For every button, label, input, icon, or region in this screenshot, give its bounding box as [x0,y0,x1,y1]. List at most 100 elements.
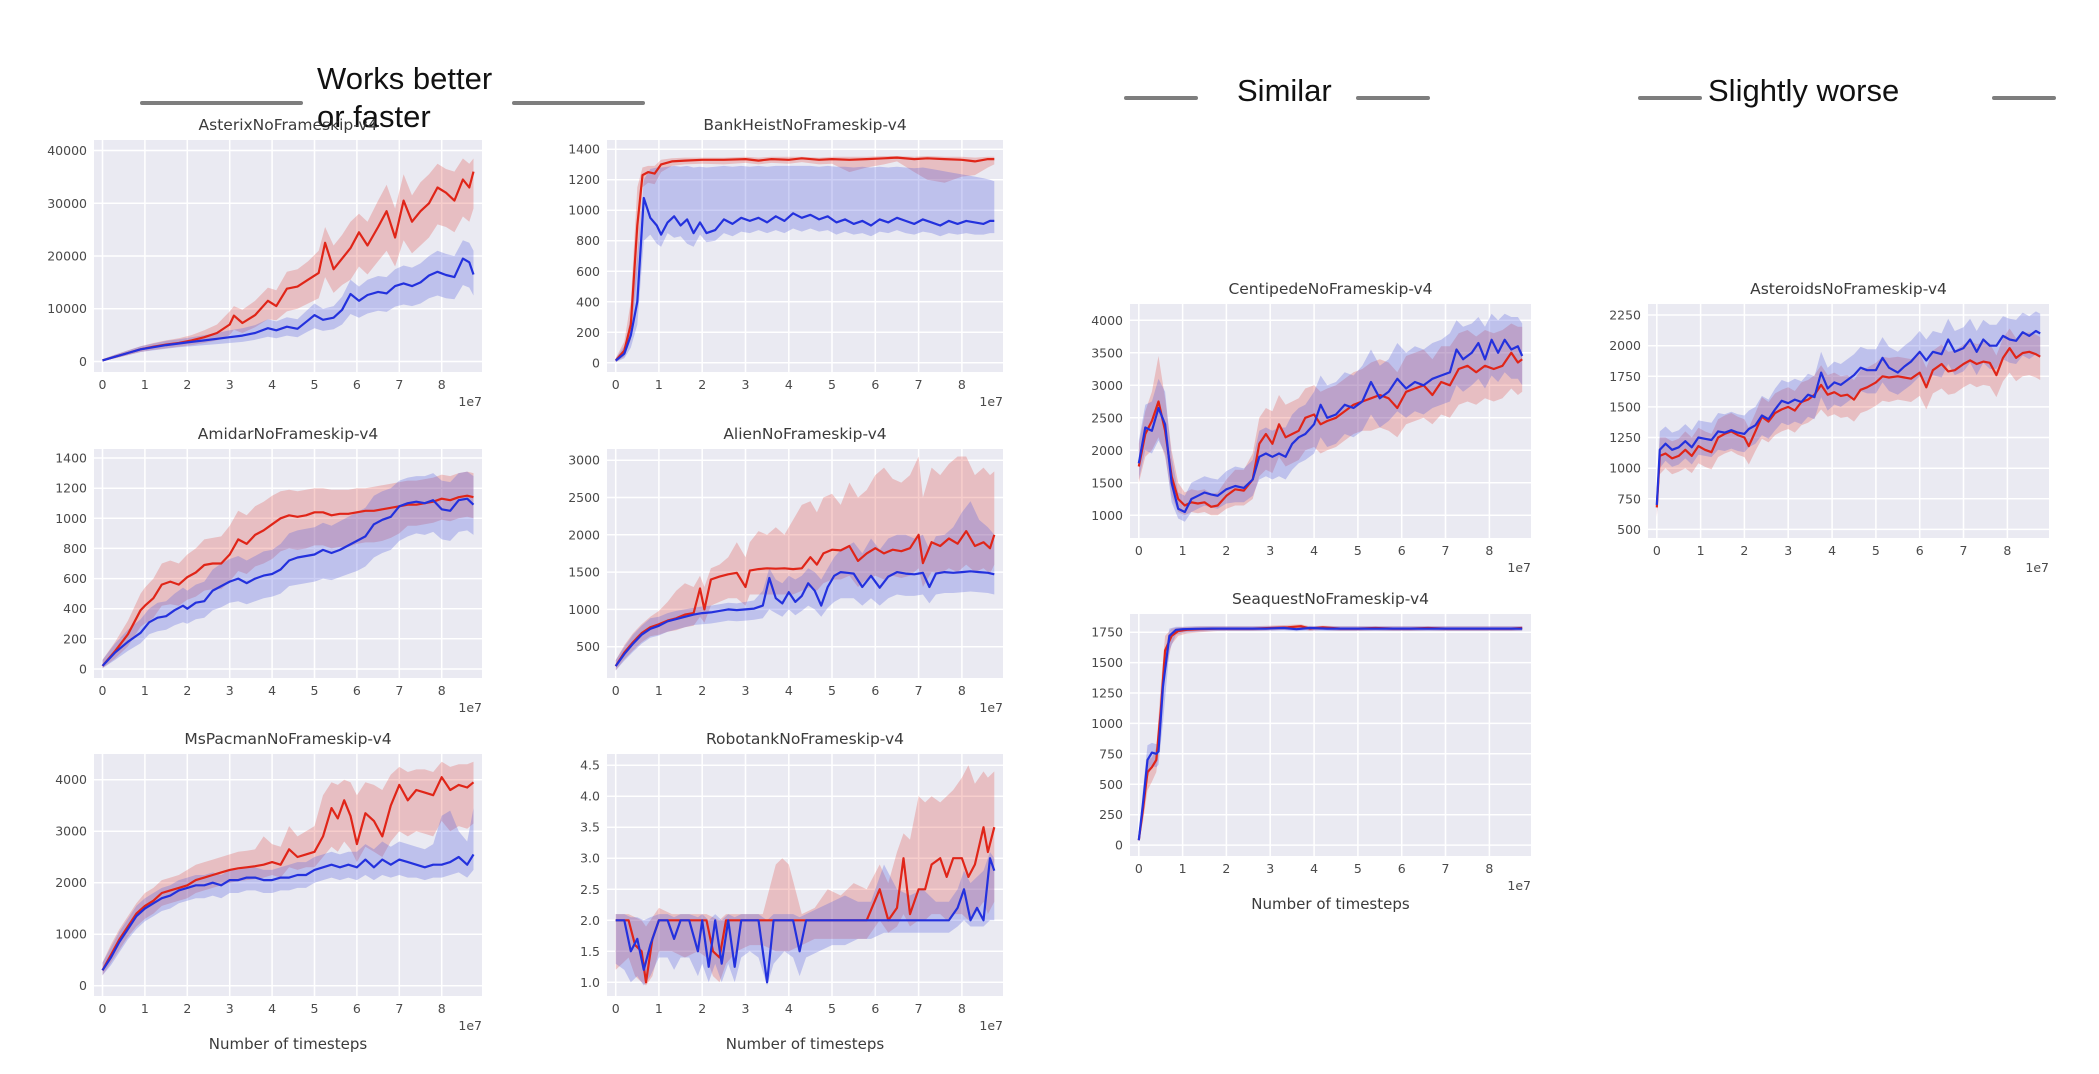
similar-rule-left [1124,96,1198,100]
svg-text:AsterixNoFrameskip-v4: AsterixNoFrameskip-v4 [199,116,378,134]
svg-text:4: 4 [268,683,276,698]
svg-text:2000: 2000 [568,527,600,542]
svg-text:7: 7 [395,683,403,698]
svg-text:1e7: 1e7 [1507,560,1531,575]
svg-text:7: 7 [1960,543,1968,558]
svg-text:750: 750 [1617,491,1641,506]
svg-text:1: 1 [141,377,149,392]
svg-text:4000: 4000 [1091,313,1123,328]
svg-text:2250: 2250 [1609,308,1641,323]
svg-text:1200: 1200 [568,172,600,187]
svg-text:1250: 1250 [1609,430,1641,445]
svg-text:2: 2 [183,377,191,392]
chart-alien: 0 1 2 3 4 5 6 7 8 500 1000 1500 2000 2500 3000 1e7 Alien… [553,423,1013,723]
svg-text:500: 500 [576,639,600,654]
svg-text:4000: 4000 [55,772,87,787]
svg-text:2000: 2000 [1091,443,1123,458]
chart-bankheist: 0 1 2 3 4 5 6 7 8 0 200 400 600 800 1000 1200 1400 1e7 Ban… [553,114,1013,417]
svg-text:3: 3 [1266,543,1274,558]
svg-text:1000: 1000 [1609,461,1641,476]
svg-text:0: 0 [99,683,107,698]
svg-text:8: 8 [2003,543,2011,558]
svg-text:AsteroidsNoFrameskip-v4: AsteroidsNoFrameskip-v4 [1750,280,1947,298]
svg-text:1000: 1000 [1091,716,1123,731]
svg-text:3: 3 [742,683,750,698]
svg-text:3: 3 [742,377,750,392]
svg-text:0: 0 [99,1001,107,1016]
svg-text:5: 5 [1354,861,1362,876]
svg-text:1000: 1000 [568,602,600,617]
svg-text:2: 2 [698,683,706,698]
group-title-slightly-worse: Slightly worse [1708,73,1900,108]
svg-text:250: 250 [1099,807,1123,822]
chart-amidar: 0 1 2 3 4 5 6 7 8 0 200 400 600 800 1000 1200 1400 1e7 Ami… [40,423,492,723]
svg-text:0: 0 [79,662,87,677]
svg-text:8: 8 [958,377,966,392]
svg-text:1500: 1500 [568,565,600,580]
svg-text:0: 0 [99,377,107,392]
group-title-works-better: Works better or faster [317,60,492,136]
svg-text:1e7: 1e7 [979,1018,1003,1033]
svg-text:2000: 2000 [55,875,87,890]
svg-text:CentipedeNoFrameskip-v4: CentipedeNoFrameskip-v4 [1228,280,1432,298]
svg-text:6: 6 [871,377,879,392]
svg-text:2: 2 [1740,543,1748,558]
svg-text:1: 1 [655,683,663,698]
svg-text:BankHeistNoFrameskip-v4: BankHeistNoFrameskip-v4 [703,116,906,134]
svg-text:3: 3 [226,683,234,698]
svg-text:4.5: 4.5 [580,758,600,773]
svg-text:5: 5 [828,683,836,698]
svg-text:3: 3 [742,1001,750,1016]
svg-text:7: 7 [915,377,923,392]
svg-text:1000: 1000 [55,927,87,942]
svg-text:5: 5 [828,1001,836,1016]
works-better-line1: Works better [317,61,493,96]
group-title-similar: Similar [1237,73,1332,108]
svg-text:RobotankNoFrameskip-v4: RobotankNoFrameskip-v4 [706,730,904,748]
svg-text:4: 4 [268,377,276,392]
svg-text:400: 400 [63,601,87,616]
svg-text:3: 3 [1784,543,1792,558]
svg-text:2000: 2000 [1609,338,1641,353]
svg-text:SeaquestNoFrameskip-v4: SeaquestNoFrameskip-v4 [1232,590,1429,608]
svg-text:4: 4 [1310,861,1318,876]
svg-text:6: 6 [1398,543,1406,558]
svg-text:5: 5 [1354,543,1362,558]
chart-robotank: 0 1 2 3 4 5 6 7 8 1.0 1.5 2.0 2.5 3.0 3.5 4.0 4.5 1e7 Robo… [553,728,1013,1065]
svg-text:200: 200 [576,325,600,340]
svg-text:1400: 1400 [568,142,600,157]
svg-text:1: 1 [1179,543,1187,558]
svg-text:1500: 1500 [1091,655,1123,670]
svg-text:Number of timesteps: Number of timesteps [1251,895,1410,913]
svg-text:600: 600 [576,264,600,279]
svg-text:200: 200 [63,631,87,646]
svg-text:MsPacmanNoFrameskip-v4: MsPacmanNoFrameskip-v4 [184,730,391,748]
svg-text:10000: 10000 [47,301,87,316]
svg-text:4: 4 [268,1001,276,1016]
svg-text:800: 800 [63,541,87,556]
svg-text:8: 8 [438,683,446,698]
svg-text:6: 6 [871,1001,879,1016]
svg-text:1000: 1000 [568,203,600,218]
svg-text:1e7: 1e7 [458,1018,482,1033]
svg-text:0: 0 [612,1001,620,1016]
svg-text:1250: 1250 [1091,686,1123,701]
svg-text:1e7: 1e7 [979,394,1003,409]
svg-text:1000: 1000 [55,511,87,526]
svg-text:8: 8 [438,1001,446,1016]
svg-text:4: 4 [785,377,793,392]
svg-text:8: 8 [958,1001,966,1016]
svg-text:4: 4 [785,683,793,698]
svg-text:5: 5 [311,1001,319,1016]
svg-text:3: 3 [226,1001,234,1016]
svg-text:2.5: 2.5 [580,882,600,897]
svg-text:2: 2 [183,1001,191,1016]
svg-text:3.5: 3.5 [580,820,600,835]
svg-text:5: 5 [828,377,836,392]
svg-text:7: 7 [395,1001,403,1016]
svg-text:3000: 3000 [568,453,600,468]
svg-text:1: 1 [655,1001,663,1016]
svg-text:1.0: 1.0 [580,975,600,990]
slightly-worse-rule-left [1638,96,1702,100]
svg-text:7: 7 [1442,861,1450,876]
